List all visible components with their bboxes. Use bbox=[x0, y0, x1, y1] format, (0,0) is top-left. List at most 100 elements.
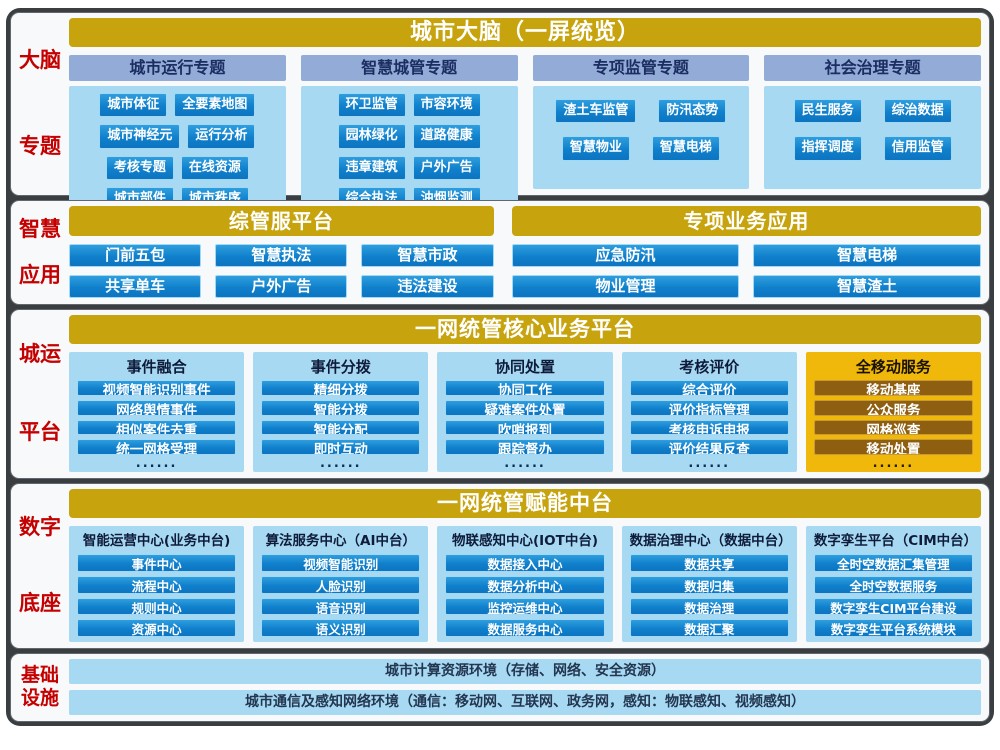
module-item: 公众服务 bbox=[813, 399, 974, 416]
band-core-platform: 城运 平台 一网统管核心业务平台 事件融合 视频智能识别事件 网络舆情事件 相似案件去… bbox=[10, 309, 990, 479]
side-label-line: 智慧 bbox=[19, 216, 61, 241]
topic-item: 综治数据 bbox=[883, 99, 952, 124]
topic-panel: 渣土车监管 防汛态势 智慧物业 智慧电梯 bbox=[532, 86, 750, 189]
module-panel-title: 考核评价 bbox=[679, 358, 740, 376]
module-item: 智能分配 bbox=[261, 419, 421, 436]
ellipsis-dots: ...... bbox=[135, 456, 178, 471]
module-panel-title: 算法服务中心（AI中台） bbox=[265, 533, 417, 549]
topic-item: 在线资源 bbox=[180, 155, 249, 180]
module-item: 移动处置 bbox=[813, 439, 974, 455]
side-label-line: 设施 bbox=[20, 687, 59, 709]
module-item: 吹哨报到 bbox=[445, 419, 605, 436]
core-panels: 事件融合 视频智能识别事件 网络舆情事件 相似案件去重 统一网格受理...... 事件分拨… bbox=[69, 352, 982, 472]
ellipsis-dots: ...... bbox=[688, 456, 731, 471]
application-item: 应急防汛 bbox=[511, 244, 740, 267]
module-item: 数据分析中心 bbox=[445, 575, 605, 594]
application-grid: 应急防汛 智慧电梯 物业管理 智慧渣土 bbox=[511, 244, 981, 298]
module-item: 流程中心 bbox=[77, 575, 237, 594]
side-label-brain: 大脑 专题 bbox=[11, 18, 69, 189]
module-item: 协同工作 bbox=[445, 380, 605, 396]
topic-item: 防汛态势 bbox=[658, 99, 727, 124]
module-item: 数据共享 bbox=[629, 554, 789, 572]
band-title-city-brain: 城市大脑（一屏统览） bbox=[69, 18, 981, 47]
module-item: 数据治理 bbox=[629, 597, 789, 616]
topic-column-title: 智慧城管专题 bbox=[300, 55, 518, 81]
side-label-apps: 智慧 应用 bbox=[11, 206, 69, 298]
side-label-infra: 基础 设施 bbox=[11, 659, 69, 715]
ellipsis-dots: ...... bbox=[872, 456, 915, 471]
application-item: 门前五包 bbox=[69, 244, 202, 267]
module-item: 数字孪生平台系统模块 bbox=[813, 619, 974, 637]
band-infrastructure: 基础 设施 城市计算资源环境（存储、网络、安全资源） 城市通信及感知网络环境（通信… bbox=[10, 653, 990, 722]
application-grid: 门前五包 智慧执法 智慧市政 共享单车 户外广告 违法建设 bbox=[69, 244, 494, 298]
topic-column-1: 城市运行专题 城市体征 全要素地图 城市神经元 运行分析 考核专题 在线资源 城市部件 城市秩序 bbox=[69, 55, 286, 219]
application-group-1: 综管服平台 门前五包 智慧执法 智慧市政 共享单车 户外广告 违法建设 bbox=[69, 206, 494, 298]
module-item: 即时互动 bbox=[261, 439, 421, 455]
module-item: 考核申诉申报 bbox=[629, 419, 789, 436]
topic-item: 运行分析 bbox=[187, 124, 256, 149]
topic-item: 考核专题 bbox=[105, 155, 174, 180]
application-item: 户外广告 bbox=[215, 275, 348, 298]
band-brain-topics: 大脑 专题 城市大脑（一屏统览） 城市运行专题 城市体征 全要素地图 城市神经元 运行分… bbox=[10, 12, 990, 250]
module-panel-title: 数据治理中心（数据中台） bbox=[629, 533, 792, 549]
application-item: 共享单车 bbox=[69, 275, 202, 298]
module-panel-4: 考核评价 综合评价 评价指标管理 考核申诉申报 评价结果反查...... bbox=[621, 352, 797, 472]
module-item: 全时空数据汇集管理 bbox=[813, 554, 974, 572]
topic-item: 城市神经元 bbox=[99, 124, 181, 149]
topic-column-title: 专项监管专题 bbox=[532, 55, 750, 81]
side-label-line: 平台 bbox=[19, 420, 61, 445]
side-label-line: 基础 bbox=[20, 664, 59, 686]
topic-columns: 城市运行专题 城市体征 全要素地图 城市神经元 运行分析 考核专题 在线资源 城市部件 城市秩序… bbox=[69, 55, 981, 250]
side-label-line: 大脑 bbox=[19, 48, 61, 73]
module-panel-3: 物联感知中心(IOT中台) 数据接入中心 数据分析中心 监控运维中心 数据服务中心 bbox=[437, 526, 613, 642]
side-label-line: 应用 bbox=[19, 262, 61, 287]
topic-item: 渣土车监管 bbox=[555, 99, 637, 124]
module-panel-4: 数据治理中心（数据中台） 数据共享数据归集数据治理数据汇聚 bbox=[621, 526, 797, 642]
module-item: 评价结果反查 bbox=[629, 439, 789, 455]
module-item: 视频智能识别事件 bbox=[77, 380, 237, 396]
module-panel-title: 事件融合 bbox=[126, 358, 187, 376]
module-item: 评价指标管理 bbox=[629, 399, 789, 416]
application-item: 智慧执法 bbox=[215, 244, 348, 267]
module-item: 语音识别 bbox=[261, 597, 421, 616]
band-smart-applications: 智慧 应用 综管服平台 门前五包 智慧执法 智慧市政 共享单车 户外广告 违法建设 专项业务应… bbox=[10, 200, 990, 305]
topic-item: 户外广告 bbox=[412, 155, 481, 180]
topic-item: 城市体征 bbox=[99, 93, 168, 118]
application-item: 物业管理 bbox=[511, 275, 740, 298]
module-item: 语义识别 bbox=[261, 619, 421, 637]
module-panel-title: 事件分拨 bbox=[310, 358, 371, 376]
module-panel-2: 事件分拨 精细分拨 智能分拨 智能分配 即时互动...... bbox=[253, 352, 429, 472]
topic-item: 环卫监管 bbox=[337, 93, 406, 118]
application-group-title: 专项业务应用 bbox=[511, 206, 981, 236]
diagram-frame: 大脑 专题 城市大脑（一屏统览） 城市运行专题 城市体征 全要素地图 城市神经元 运行分… bbox=[6, 8, 994, 726]
topic-item: 道路健康 bbox=[412, 124, 481, 149]
module-item: 相似案件去重 bbox=[77, 419, 237, 436]
topic-item: 信用监管 bbox=[883, 136, 952, 161]
side-label-line: 底座 bbox=[19, 591, 61, 616]
topic-item: 园林绿化 bbox=[337, 124, 406, 149]
module-panel-5: 全移动服务 移动基座 公众服务 网格巡查 移动处置...... bbox=[805, 352, 982, 472]
side-label-core: 城运 平台 bbox=[11, 315, 69, 472]
application-item: 智慧电梯 bbox=[753, 244, 981, 267]
module-item: 数据归集 bbox=[629, 575, 789, 594]
module-item: 监控运维中心 bbox=[445, 597, 605, 616]
module-item: 疑难案件处置 bbox=[445, 399, 605, 416]
module-item: 数据汇聚 bbox=[629, 619, 789, 637]
application-item: 智慧市政 bbox=[361, 244, 494, 267]
topic-column-2: 智慧城管专题环卫监管市容环境园林绿化道路健康违章建筑户外广告综合执法油烟监测共享… bbox=[300, 55, 518, 250]
module-item: 移动基座 bbox=[813, 380, 974, 396]
side-label-line: 数字 bbox=[19, 514, 61, 539]
side-label-digital: 数字 底座 bbox=[11, 489, 69, 642]
module-panel-title: 数字孪生平台（CIM中台） bbox=[813, 533, 978, 549]
module-panel-3: 协同处置 协同工作 疑难案件处置 吹哨报到 跟踪督办...... bbox=[437, 352, 613, 472]
module-panel-1: 智能运营中心(业务中台) 事件中心 流程中心 规则中心 资源中心 bbox=[69, 526, 245, 642]
band-title-middle-platform: 一网统管赋能中台 bbox=[69, 489, 981, 518]
topic-item: 市容环境 bbox=[412, 93, 481, 118]
topic-panel: 城市体征 全要素地图 城市神经元 运行分析 考核专题 在线资源 城市部件 城市秩序 bbox=[69, 86, 286, 219]
module-panel-title: 全移动服务 bbox=[855, 358, 931, 376]
module-panel-title: 物联感知中心(IOT中台) bbox=[451, 533, 599, 549]
application-groups: 综管服平台 门前五包 智慧执法 智慧市政 共享单车 户外广告 违法建设 专项业务应用 应急防汛智… bbox=[69, 206, 981, 298]
application-group-title: 综管服平台 bbox=[69, 206, 494, 236]
module-item: 规则中心 bbox=[77, 597, 237, 616]
